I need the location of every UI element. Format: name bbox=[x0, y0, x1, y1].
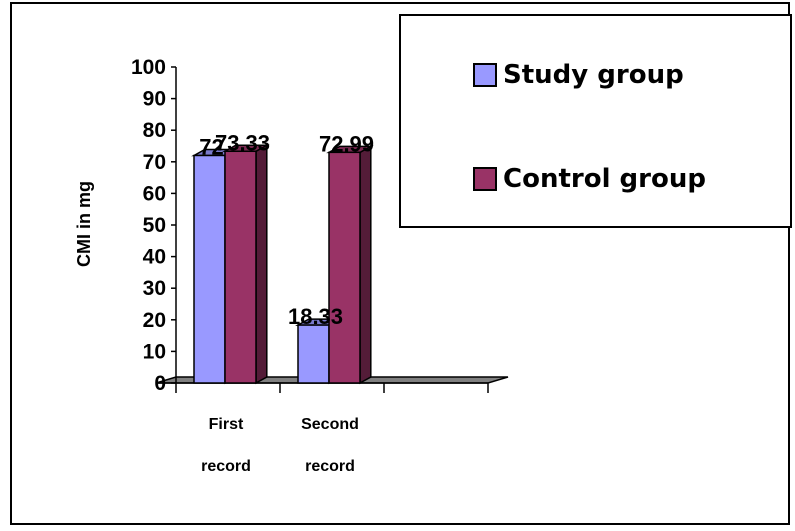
data-label: 72 bbox=[199, 134, 223, 159]
legend-swatch-study-group bbox=[473, 63, 497, 87]
bar-control-group bbox=[328, 151, 361, 384]
bar-study-group bbox=[297, 324, 330, 384]
bar-side-control-group bbox=[359, 145, 372, 385]
x-tick-label: Second bbox=[301, 416, 359, 433]
y-tick-label: 70 bbox=[143, 151, 166, 174]
y-tick-label: 60 bbox=[143, 182, 166, 205]
y-tick-label: 30 bbox=[143, 277, 166, 300]
legend-item-control-group: Control group bbox=[473, 164, 706, 194]
bar-study-group bbox=[193, 154, 226, 384]
y-tick-label: 40 bbox=[143, 246, 166, 269]
y-tick-label: 90 bbox=[143, 88, 166, 111]
legend-label-control-group: Control group bbox=[503, 164, 706, 194]
bar-control-group bbox=[224, 150, 257, 384]
y-tick-label: 10 bbox=[143, 340, 166, 363]
y-tick-label: 20 bbox=[143, 309, 166, 332]
data-label: 73.33 bbox=[215, 130, 270, 155]
data-label: 72.99 bbox=[319, 131, 374, 156]
data-label: 18.33 bbox=[288, 304, 343, 329]
chart-legend: Study group Control group bbox=[399, 14, 792, 228]
x-tick-label: record bbox=[305, 458, 355, 475]
legend-swatch-control-group bbox=[473, 167, 497, 191]
legend-label-study-group: Study group bbox=[503, 60, 684, 90]
legend-item-study-group: Study group bbox=[473, 60, 684, 90]
bar-side-control-group bbox=[255, 144, 268, 385]
y-tick-label: 100 bbox=[131, 56, 166, 79]
y-tick-label: 50 bbox=[143, 214, 166, 237]
x-tick-label: record bbox=[201, 458, 251, 475]
y-axis-label: CMI in mg bbox=[74, 181, 94, 267]
x-tick-label: First bbox=[209, 416, 244, 433]
y-tick-label: 80 bbox=[143, 119, 166, 142]
